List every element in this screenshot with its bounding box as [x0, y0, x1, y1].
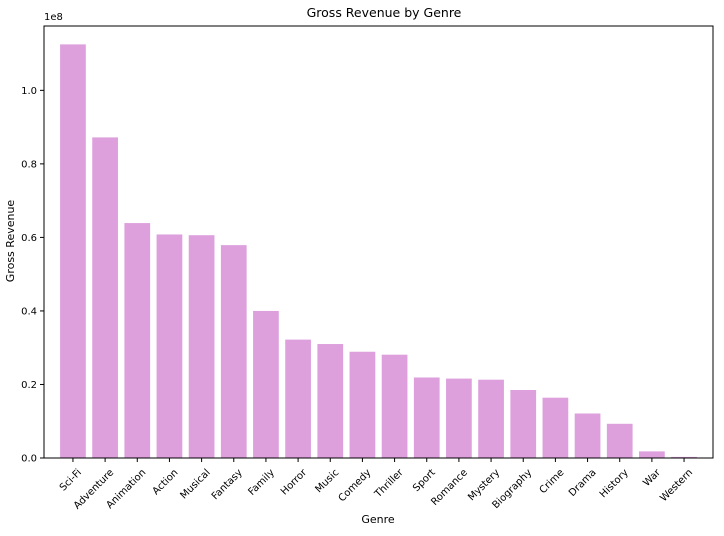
plot-frame — [43, 25, 714, 459]
bar-drama — [574, 413, 601, 458]
x-tick-label: War — [641, 467, 663, 489]
bar-comedy — [349, 351, 376, 458]
y-axis-offset-label: 1e8 — [44, 12, 63, 23]
bar-sci-fi — [60, 44, 86, 458]
y-tick-label: 0.2 — [21, 380, 37, 391]
x-tick-label: Comedy — [337, 467, 374, 504]
bars-layer — [60, 44, 697, 458]
x-tick-label: Family — [246, 467, 277, 498]
bar-war — [639, 451, 665, 458]
bar-family — [253, 310, 279, 458]
x-tick-label: Music — [313, 467, 341, 495]
x-tick-label: Sci-Fi — [58, 467, 84, 493]
x-tick-label: Fantasy — [210, 467, 245, 502]
bar-romance — [446, 378, 472, 458]
x-axis-label: Genre — [361, 513, 395, 526]
bar-music — [317, 344, 344, 458]
bar-sport — [413, 377, 440, 458]
bar-western — [671, 456, 697, 458]
x-tick-label: Thriller — [372, 467, 406, 501]
bar-mystery — [478, 379, 504, 458]
chart-title: Gross Revenue by Genre — [307, 5, 462, 20]
y-tick-label: 0.8 — [21, 159, 37, 170]
x-tick-label: History — [598, 467, 631, 500]
bar-biography — [510, 389, 537, 458]
x-tick-label: Horror — [279, 467, 310, 498]
bar-crime — [542, 397, 569, 458]
bar-animation — [124, 223, 151, 458]
x-tick-label: Action — [151, 467, 181, 497]
bar-action — [156, 234, 183, 458]
y-tick-label: 0.6 — [21, 233, 37, 244]
y-tick-label: 1.0 — [21, 86, 37, 97]
y-tick-label: 0.0 — [21, 454, 37, 465]
bar-adventure — [92, 137, 118, 458]
x-tick-label: Crime — [538, 467, 567, 496]
bar-fantasy — [220, 245, 247, 458]
bar-musical — [188, 235, 215, 458]
bar-thriller — [381, 354, 408, 458]
y-tick-label: 0.4 — [21, 306, 37, 317]
y-axis-label: Gross Revenue — [4, 200, 17, 283]
x-tick-label: Musical — [178, 467, 212, 501]
bar-horror — [285, 339, 311, 458]
bar-history — [606, 423, 633, 458]
x-tick-label: Sport — [411, 467, 438, 494]
x-tick-label: Drama — [567, 467, 599, 499]
x-tick-label: Western — [658, 467, 695, 504]
y-axis-ticks: 0.0 0.2 0.4 0.6 0.8 1.0 — [21, 86, 44, 465]
